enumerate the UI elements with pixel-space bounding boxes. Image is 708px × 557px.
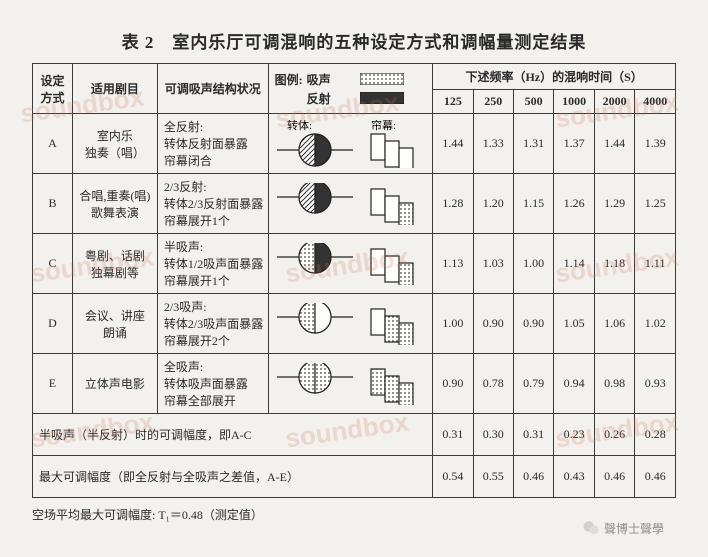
table-row: E 立体声电影 全吸声:转体吸声面暴露帘幕全部展开 0.900.780.790.… (33, 354, 676, 414)
row-val-0: 1.28 (433, 174, 473, 234)
row-val-5: 0.93 (635, 354, 676, 414)
row-val-3: 0.94 (554, 354, 595, 414)
row-val-1: 0.78 (473, 354, 513, 414)
row-val-0: 1.00 (433, 294, 473, 354)
row-illustration: 转体: 帘幕: (268, 114, 433, 174)
legend-absorb-swatch (360, 73, 404, 85)
hdr-structure: 可调吸声结构状况 (157, 64, 268, 114)
legend-reflect-swatch (360, 92, 404, 104)
row-val-2: 1.15 (513, 174, 553, 234)
row-id: C (33, 234, 73, 294)
row-structure: 全反射:转体反射面暴露帘幕闭合 (157, 114, 268, 174)
svg-text:帘幕:: 帘幕: (371, 120, 396, 132)
row-val-5: 1.02 (635, 294, 676, 354)
row-program: 合唱,重奏(唱)歌舞表演 (72, 174, 157, 234)
hdr-f3: 1000 (554, 90, 595, 114)
hdr-f4: 2000 (594, 90, 635, 114)
row-val-0: 1.13 (433, 234, 473, 294)
row-val-5: 1.11 (635, 234, 676, 294)
summary-0-v4: 0.26 (594, 414, 635, 456)
row-id: A (33, 114, 73, 174)
row-val-1: 1.33 (473, 114, 513, 174)
hdr-program: 适用剧目 (72, 64, 157, 114)
row-structure: 半吸声:转体1/2吸声面暴露帘幕展开1个 (157, 234, 268, 294)
row-val-1: 0.90 (473, 294, 513, 354)
row-illustration (268, 174, 433, 234)
summary-1-v1: 0.55 (473, 456, 513, 498)
row-illustration (268, 354, 433, 414)
summary-1-v3: 0.43 (554, 456, 595, 498)
row-structure: 全吸声:转体吸声面暴露帘幕全部展开 (157, 354, 268, 414)
row-val-4: 1.06 (594, 294, 635, 354)
row-val-3: 1.05 (554, 294, 595, 354)
hdr-freq: 下述频率（Hz）的混响时间（S） (433, 64, 676, 90)
hdr-f1: 250 (473, 90, 513, 114)
row-structure: 2/3反射:转体2/3反射面暴露帘幕展开1个 (157, 174, 268, 234)
row-val-4: 1.18 (594, 234, 635, 294)
row-val-2: 1.00 (513, 234, 553, 294)
hdr-f5: 4000 (635, 90, 676, 114)
row-structure: 2/3吸声:转体2/3吸声面暴露帘幕展开2个 (157, 294, 268, 354)
hdr-mode: 设定方式 (33, 64, 73, 114)
wechat-credit: 聲博士聲學 (582, 519, 664, 537)
legend-label: 图例: (275, 71, 303, 88)
row-val-1: 1.03 (473, 234, 513, 294)
wechat-icon (582, 519, 600, 537)
row-val-4: 1.29 (594, 174, 635, 234)
summary-1-v2: 0.46 (513, 456, 553, 498)
svg-text:转体:: 转体: (287, 120, 312, 132)
hdr-f2: 500 (513, 90, 553, 114)
row-val-3: 1.14 (554, 234, 595, 294)
table-row: C 粤剧、话剧独幕剧等 半吸声:转体1/2吸声面暴露帘幕展开1个 1.131.0… (33, 234, 676, 294)
table-title: 表 2 室内乐厅可调混响的五种设定方式和调幅量测定结果 (32, 28, 676, 53)
row-program: 会议、讲座朗诵 (72, 294, 157, 354)
row-id: D (33, 294, 73, 354)
table-row: B 合唱,重奏(唱)歌舞表演 2/3反射:转体2/3反射面暴露帘幕展开1个 1.… (33, 174, 676, 234)
table-row: D 会议、讲座朗诵 2/3吸声:转体2/3吸声面暴露帘幕展开2个 1.000.9… (33, 294, 676, 354)
row-val-4: 0.98 (594, 354, 635, 414)
summary-0-v1: 0.30 (473, 414, 513, 456)
reverb-table: 设定方式 适用剧目 可调吸声结构状况 图例: 吸声 反射 下述频率（Hz）的混响… (32, 63, 676, 498)
summary-1-v0: 0.54 (433, 456, 473, 498)
row-val-0: 0.90 (433, 354, 473, 414)
legend-absorb-label: 吸声 (307, 71, 331, 88)
row-val-5: 1.25 (635, 174, 676, 234)
row-val-2: 0.79 (513, 354, 553, 414)
wechat-text: 聲博士聲學 (604, 520, 664, 537)
summary-0-v0: 0.31 (433, 414, 473, 456)
footer-note: 空场平均最大可调幅度: T₁＝0.48（测定值） (32, 506, 676, 523)
row-val-0: 1.44 (433, 114, 473, 174)
summary-0-v3: 0.23 (554, 414, 595, 456)
hdr-f0: 125 (433, 90, 473, 114)
row-id: E (33, 354, 73, 414)
summary-1-v4: 0.46 (594, 456, 635, 498)
summary-1-v5: 0.46 (635, 456, 676, 498)
summary-0-v2: 0.31 (513, 414, 553, 456)
row-val-2: 1.31 (513, 114, 553, 174)
row-id: B (33, 174, 73, 234)
table-row: A 室内乐独奏（唱） 全反射:转体反射面暴露帘幕闭合 转体: 帘幕: 1.441… (33, 114, 676, 174)
row-val-4: 1.44 (594, 114, 635, 174)
row-val-1: 1.20 (473, 174, 513, 234)
row-program: 室内乐独奏（唱） (72, 114, 157, 174)
summary-0-v5: 0.28 (635, 414, 676, 456)
row-val-2: 0.90 (513, 294, 553, 354)
legend-reflect-label: 反射 (307, 90, 331, 107)
row-val-5: 1.39 (635, 114, 676, 174)
row-val-3: 1.37 (554, 114, 595, 174)
row-illustration (268, 234, 433, 294)
summary-label-0: 半吸声（半反射）时的可调幅度，即A-C (33, 414, 433, 456)
summary-label-1: 最大可调幅度（即全反射与全吸声之差值，A-E） (33, 456, 433, 498)
row-program: 立体声电影 (72, 354, 157, 414)
row-program: 粤剧、话剧独幕剧等 (72, 234, 157, 294)
row-illustration (268, 294, 433, 354)
hdr-legend: 图例: 吸声 反射 (268, 64, 433, 114)
row-val-3: 1.26 (554, 174, 595, 234)
